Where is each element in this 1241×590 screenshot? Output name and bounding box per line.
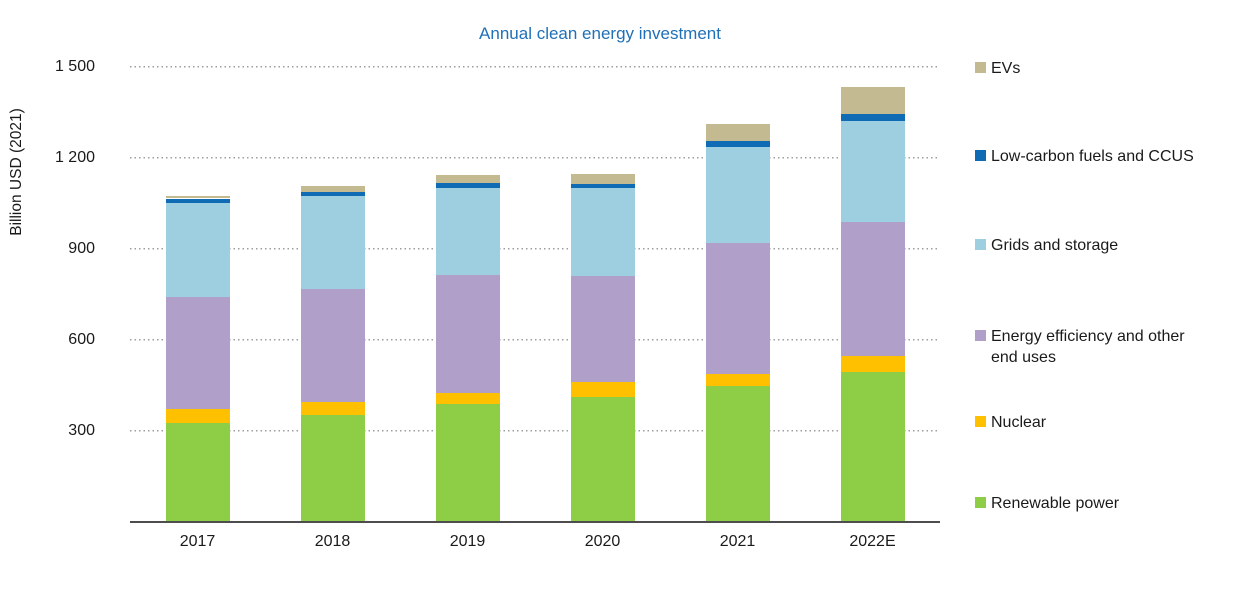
gridline-600 xyxy=(130,338,940,341)
x-tick-label-2018: 2018 xyxy=(314,532,351,550)
bar-segment-2017-nuclear xyxy=(165,409,230,423)
y-tick-label-900: 900 xyxy=(68,239,95,257)
bar-segment-2021-grids-and-storage xyxy=(705,146,770,244)
legend-item-nuclear: Nuclear xyxy=(975,412,1196,433)
bar-segment-2018-evs xyxy=(300,185,365,193)
gridline-300 xyxy=(130,429,940,432)
bar-segment-2020-energy-efficiency-and-other-end-uses xyxy=(570,276,635,382)
y-tick-label-600: 600 xyxy=(68,330,95,348)
x-tick-label-2021: 2021 xyxy=(719,532,756,550)
bar-segment-2019-evs xyxy=(435,174,500,184)
legend-item-low-carbon-fuels-and-ccus: Low-carbon fuels and CCUS xyxy=(975,146,1196,167)
bar-segment-2018-nuclear xyxy=(300,402,365,415)
legend-item-evs: EVs xyxy=(975,58,1196,79)
legend-swatch-icon xyxy=(975,416,986,427)
bar-segment-2019-energy-efficiency-and-other-end-uses xyxy=(435,274,500,393)
bar-segment-2019-grids-and-storage xyxy=(435,187,500,275)
bar-segment-2017-grids-and-storage xyxy=(165,203,230,298)
bar-segment-2020-renewable-power xyxy=(570,396,635,522)
bar-segment-2017-evs xyxy=(165,196,230,199)
x-tick-label-2019: 2019 xyxy=(449,532,486,550)
bar-segment-2020-nuclear xyxy=(570,381,635,397)
x-tick-label-2017: 2017 xyxy=(179,532,216,550)
gridline-1500 xyxy=(130,66,940,68)
bar-segment-2020-grids-and-storage xyxy=(570,187,635,277)
y-tick-label-1500: 1 500 xyxy=(54,58,95,75)
legend-item-renewable-power: Renewable power xyxy=(975,493,1196,514)
bar-segment-2021-nuclear xyxy=(705,373,770,387)
bar-segment-2021-energy-efficiency-and-other-end-uses xyxy=(705,243,770,374)
bar-segment-2021-evs xyxy=(705,123,770,141)
legend-label: Nuclear xyxy=(991,414,1047,431)
legend-item-energy-efficiency-and-other-end-uses: Energy efficiency and other end uses xyxy=(975,326,1196,368)
y-axis-title: Billion USD (2021) xyxy=(8,108,25,236)
gridline-900 xyxy=(130,247,940,250)
x-tick-label-2020: 2020 xyxy=(584,532,621,550)
legend-swatch-icon xyxy=(975,239,986,250)
bar-segment-2019-nuclear xyxy=(435,392,500,405)
legend-label: EVs xyxy=(991,60,1021,77)
gridline-1200 xyxy=(130,156,940,159)
legend-label: Renewable power xyxy=(991,495,1120,512)
bar-segment-2017-low-carbon-fuels-and-ccus xyxy=(165,198,230,204)
bar-segment-2022E-grids-and-storage xyxy=(840,120,905,222)
legend-swatch-icon xyxy=(975,150,986,161)
bar-segment-2018-grids-and-storage xyxy=(300,196,365,289)
legend-swatch-icon xyxy=(975,497,986,508)
bar-segment-2017-energy-efficiency-and-other-end-uses xyxy=(165,297,230,410)
legend-item-grids-and-storage: Grids and storage xyxy=(975,235,1196,256)
bar-segment-2021-renewable-power xyxy=(705,386,770,522)
bar-segment-2021-low-carbon-fuels-and-ccus xyxy=(705,140,770,147)
y-tick-label-300: 300 xyxy=(68,421,95,439)
y-tick-label-1200: 1 200 xyxy=(54,148,95,166)
bar-segment-2020-evs xyxy=(570,174,635,184)
bar-segment-2018-low-carbon-fuels-and-ccus xyxy=(300,192,365,197)
bar-segment-2022E-low-carbon-fuels-and-ccus xyxy=(840,114,905,121)
x-tick-label-2022E: 2022E xyxy=(849,532,896,550)
legend-swatch-icon xyxy=(975,62,986,73)
bar-segment-2017-renewable-power xyxy=(165,423,230,522)
bar-segment-2022E-renewable-power xyxy=(840,371,905,522)
bar-segment-2020-low-carbon-fuels-and-ccus xyxy=(570,183,635,188)
legend-swatch-icon xyxy=(975,330,986,341)
bar-segment-2018-energy-efficiency-and-other-end-uses xyxy=(300,288,365,403)
legend-label: Grids and storage xyxy=(991,237,1119,254)
legend-label: Energy efficiency and other end uses xyxy=(991,328,1185,366)
bar-segment-2022E-nuclear xyxy=(840,356,905,372)
bar-segment-2022E-evs xyxy=(840,87,905,115)
bar-segment-2018-renewable-power xyxy=(300,414,365,522)
legend-label: Low-carbon fuels and CCUS xyxy=(991,148,1194,165)
bar-segment-2022E-energy-efficiency-and-other-end-uses xyxy=(840,221,905,357)
bar-segment-2019-renewable-power xyxy=(435,404,500,522)
bar-segment-2019-low-carbon-fuels-and-ccus xyxy=(435,183,500,188)
x-axis-line xyxy=(130,520,940,523)
chart-title: Annual clean energy investment xyxy=(479,24,721,43)
